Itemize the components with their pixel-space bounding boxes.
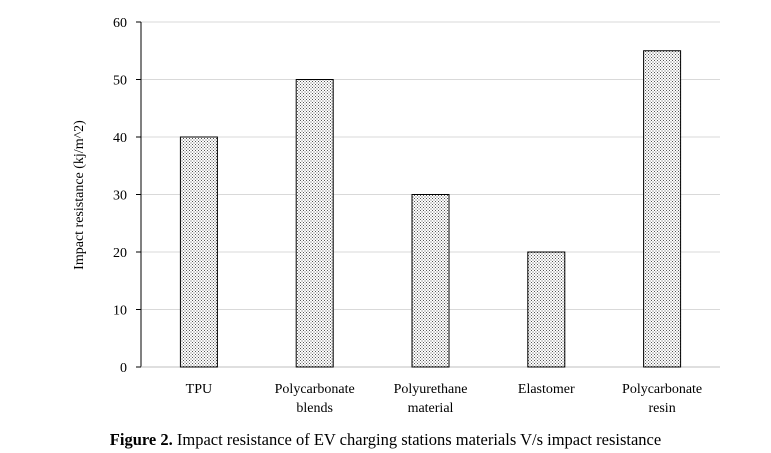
x-tick-label-line: material bbox=[408, 401, 454, 416]
y-tick-label: 60 bbox=[113, 16, 127, 31]
x-tick-label: TPU bbox=[186, 382, 212, 397]
x-tick-label-line: Elastomer bbox=[518, 382, 575, 397]
bar bbox=[643, 50, 682, 368]
y-axis-label: Impact resistance (kj/m^2) bbox=[72, 120, 87, 270]
bar bbox=[527, 251, 566, 368]
y-tick-label: 30 bbox=[113, 189, 127, 204]
bars bbox=[179, 50, 682, 368]
figure-caption: Figure 2. Impact resistance of EV chargi… bbox=[0, 430, 771, 450]
x-tick-label-line: Polycarbonate bbox=[622, 382, 702, 397]
x-tick-label: Polyurethane material bbox=[394, 382, 468, 416]
x-tick-label: Elastomer bbox=[518, 382, 575, 397]
x-tick-label-line: TPU bbox=[186, 382, 212, 397]
y-tick-label: 50 bbox=[113, 74, 127, 89]
x-tick-label: Polycarbonate resin bbox=[622, 382, 702, 416]
y-tick-labels: 0 10 20 30 40 50 60 bbox=[113, 16, 127, 376]
bar bbox=[411, 194, 450, 368]
y-tick-label: 0 bbox=[120, 361, 127, 376]
bar bbox=[179, 136, 218, 368]
x-tick-label-line: Polyurethane bbox=[394, 382, 468, 397]
x-tick-label-line: blends bbox=[296, 401, 333, 416]
caption-label: Figure 2. bbox=[109, 430, 173, 449]
y-tick-label: 40 bbox=[113, 131, 127, 146]
y-tick-label: 10 bbox=[113, 304, 127, 319]
x-tick-label-line: Polycarbonate bbox=[275, 382, 355, 397]
bar bbox=[295, 79, 334, 368]
x-tick-label: Polycarbonate blends bbox=[275, 382, 355, 416]
y-tick-label: 20 bbox=[113, 246, 127, 261]
x-tick-label-line: resin bbox=[648, 401, 675, 416]
x-tick-labels: TPU Polycarbonate blends Polyurethane materi… bbox=[186, 382, 702, 416]
caption-text: Impact resistance of EV charging station… bbox=[172, 430, 662, 449]
